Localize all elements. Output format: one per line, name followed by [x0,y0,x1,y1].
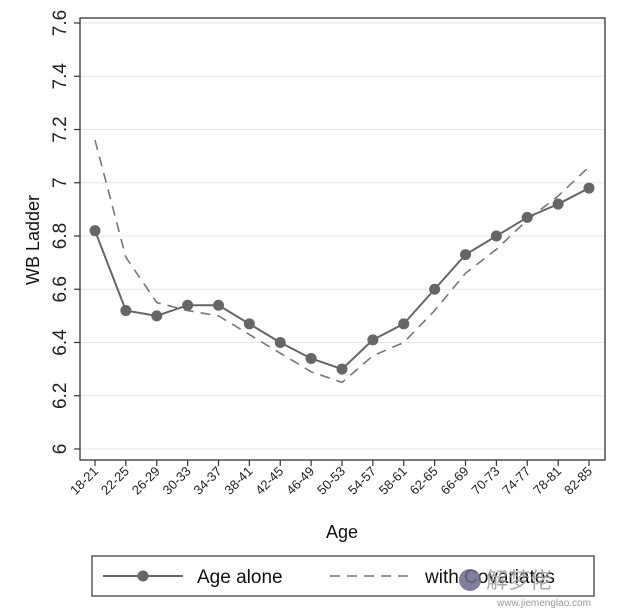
data-point-age-alone [583,182,595,194]
data-point-age-alone [182,299,194,311]
data-point-age-alone [243,318,255,330]
data-point-age-alone [490,230,502,242]
y-axis-title: WB Ladder [23,195,43,285]
y-tick-label: 7 [50,177,71,188]
data-point-age-alone [398,318,410,330]
legend-label-with-covariates: with Covariates [424,567,555,588]
data-point-age-alone [552,198,564,210]
watermark: 解梦佬 www.jiemenglao.com [459,568,591,609]
y-tick-label: 7.2 [50,116,71,142]
data-point-age-alone [305,352,317,364]
x-axis-title: Age [326,522,358,542]
y-tick-label: 6.8 [50,223,71,249]
data-point-age-alone [151,310,163,322]
data-point-age-alone [120,305,132,317]
y-tick-label: 7.6 [50,10,71,36]
legend-label-age-alone: Age alone [197,567,283,588]
data-point-age-alone [460,249,471,261]
y-tick-label: 6.2 [50,383,71,409]
y-tick-label: 6.6 [50,276,71,302]
gridlines [80,22,605,450]
series-line-with-covariates [94,139,590,384]
y-tick-label: 6 [50,444,71,455]
y-axis: 6 6.2 6.4 6.6 6.8 7 7.2 7.4 7.6 [50,10,80,455]
watermark-logo-icon [459,569,481,591]
data-point-age-alone [274,337,286,348]
y-tick-label: 7.4 [50,63,71,90]
watermark-url: www.jiemenglao.com [496,598,591,609]
data-point-age-alone [213,299,224,311]
watermark-text: 解梦佬 [486,568,552,593]
data-point-age-alone [89,225,101,237]
series-group [89,139,595,384]
y-tick-label: 6.4 [50,329,71,356]
legend-marker-age-alone [137,570,149,582]
data-point-age-alone [429,283,441,295]
data-point-age-alone [336,363,348,375]
legend: Age alone with Covariates [91,555,595,597]
data-point-age-alone [521,211,533,223]
data-point-age-alone [367,334,379,346]
